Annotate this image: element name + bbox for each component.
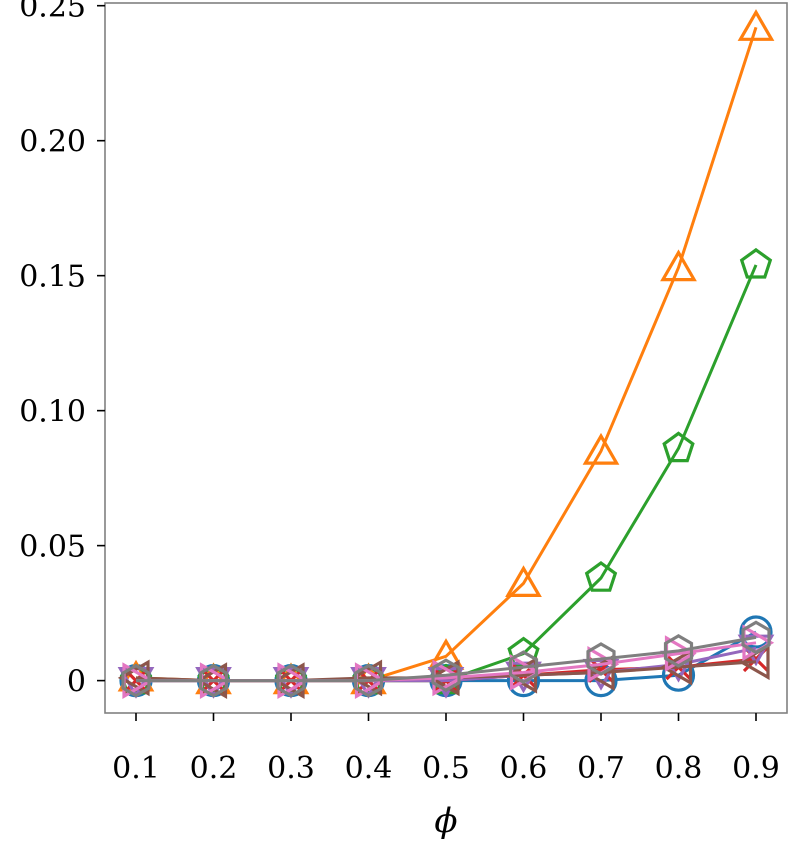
- data-point: [198, 663, 229, 698]
- x-tick-label: 0.1: [112, 751, 160, 786]
- y-tick-label: 0.10: [19, 395, 86, 430]
- data-point: [121, 663, 151, 698]
- data-point: [431, 658, 461, 693]
- data-point: [353, 663, 384, 698]
- data-point: [584, 561, 618, 592]
- data-point: [737, 9, 775, 41]
- data-point: [741, 620, 771, 655]
- series-3: [119, 247, 773, 695]
- axes-layer: 0.1 0.2 0.3 0.4 0.5 0.6 0.7 0.8 0.9 0 0.05 0.10 0.15…: [19, 0, 780, 786]
- x-tick-label: 0.7: [577, 751, 625, 786]
- data-point: [660, 648, 693, 686]
- data-point: [662, 431, 695, 463]
- x-tick-label: 0.9: [732, 751, 780, 786]
- x-tick-label: 0.2: [190, 751, 238, 786]
- y-tick-label: 0.25: [19, 0, 86, 25]
- series-layer: [117, 9, 775, 699]
- data-point: [582, 432, 620, 465]
- data-point: [276, 663, 306, 698]
- series-8: [121, 620, 771, 698]
- x-tick-label: 0.6: [500, 751, 548, 786]
- series-line: [135, 26, 758, 683]
- y-tick-label: 0.20: [19, 125, 86, 160]
- y-tick-label: 0.15: [19, 260, 86, 295]
- y-tick-label: 0: [67, 665, 86, 700]
- series-line: [136, 264, 758, 683]
- plot-frame: [104, 2, 788, 714]
- series-line: [136, 635, 757, 683]
- x-tick-label: 0.4: [345, 751, 393, 786]
- y-tick-label: 0.05: [19, 530, 86, 565]
- data-point: [508, 650, 539, 684]
- data-point: [505, 565, 542, 598]
- x-tick-label: 0.3: [267, 751, 315, 786]
- series-2: [117, 9, 775, 695]
- x-tick-label: 0.5: [422, 751, 470, 786]
- data-point: [663, 634, 694, 668]
- data-point: [739, 247, 773, 279]
- data-point: [586, 642, 616, 676]
- x-tick-label: 0.8: [655, 751, 703, 786]
- data-point: [660, 249, 697, 282]
- x-axis-label: ϕ: [434, 801, 457, 841]
- data-point: [739, 615, 773, 649]
